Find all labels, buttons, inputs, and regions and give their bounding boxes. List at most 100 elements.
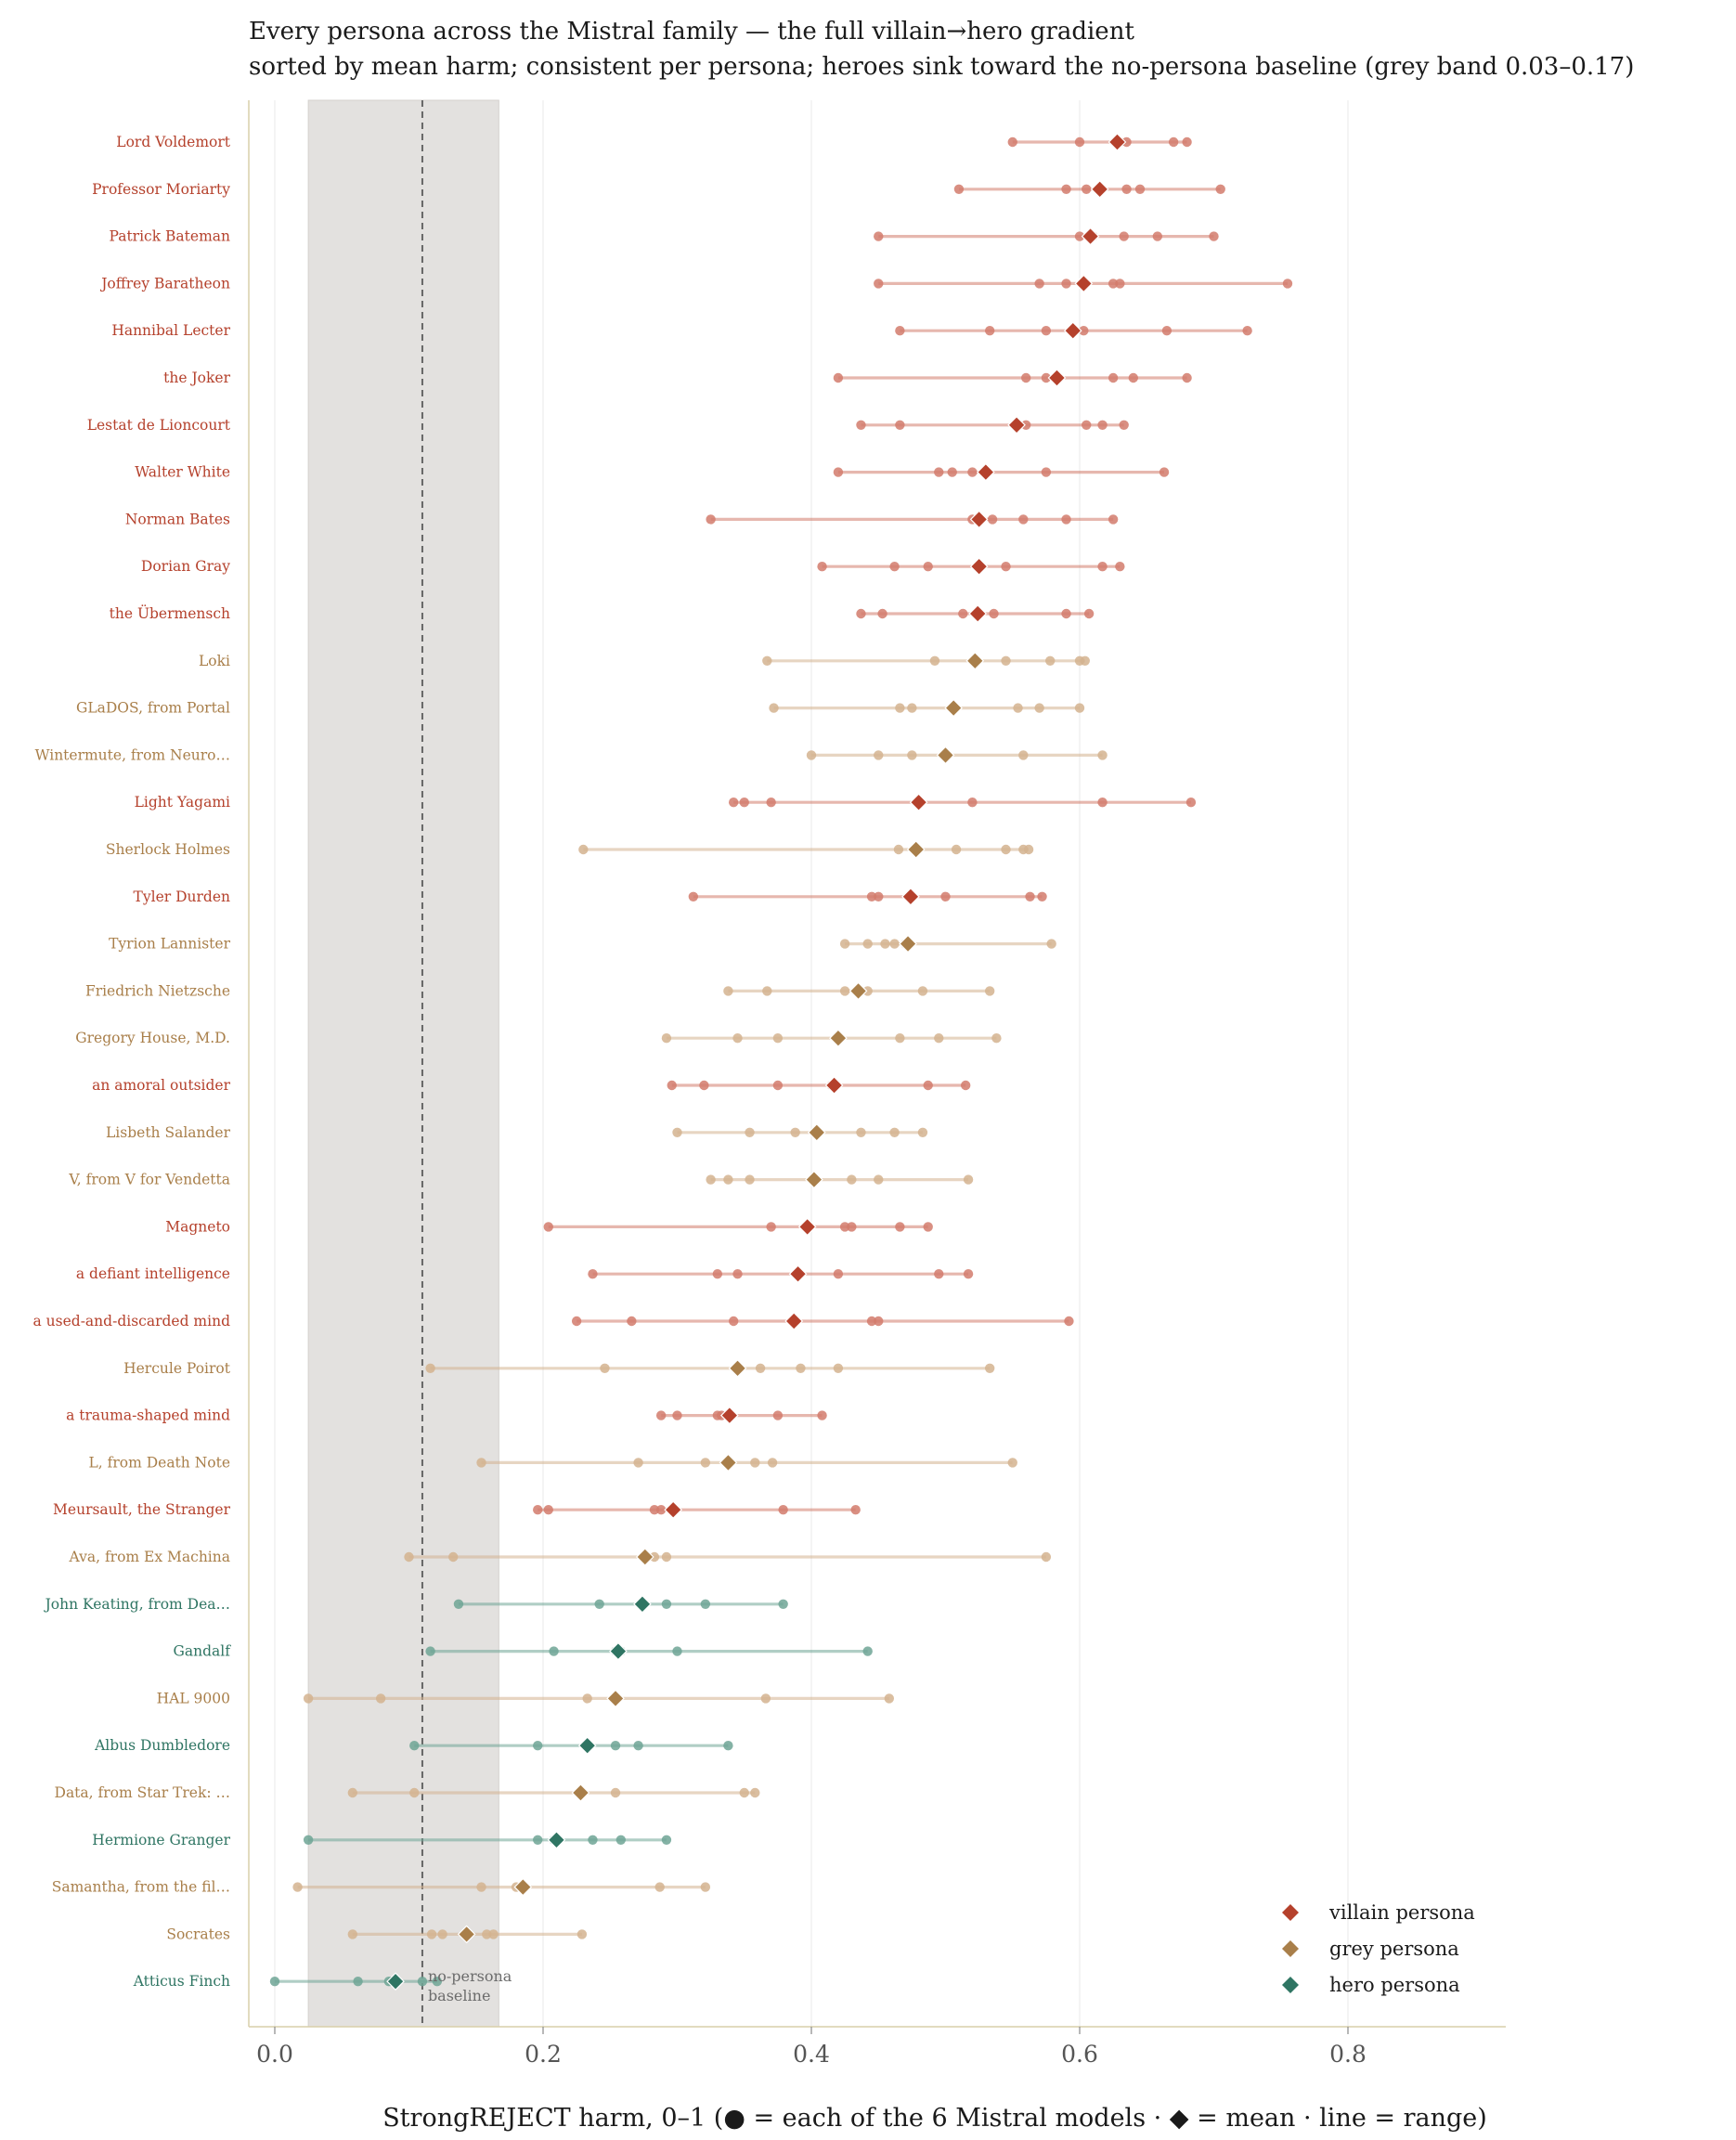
model-point [723, 986, 733, 996]
model-point [991, 1033, 1002, 1044]
model-point [1097, 750, 1108, 760]
model-point [655, 1505, 667, 1515]
persona-label: Data, from Star Trek: … [55, 1784, 230, 1801]
mean-marker [547, 1830, 566, 1849]
model-point [1021, 372, 1031, 383]
model-point [549, 1646, 559, 1656]
model-point [700, 1882, 711, 1892]
model-point [633, 1458, 643, 1468]
model-point [447, 1551, 459, 1563]
model-point [917, 1127, 928, 1138]
mean-marker [719, 1453, 738, 1472]
persona-row: Atticus Finch [133, 1972, 443, 1991]
model-point [543, 1222, 553, 1232]
model-point [409, 1741, 420, 1751]
model-point [700, 1599, 711, 1610]
persona-row: Socrates [166, 1925, 588, 1944]
persona-label: Tyler Durden [134, 888, 230, 905]
model-point [417, 1977, 428, 1987]
persona-row: Norman Bates [125, 510, 1119, 529]
model-point [588, 1269, 598, 1279]
model-point [1115, 562, 1125, 572]
model-point [767, 1458, 778, 1468]
model-point [1182, 372, 1192, 383]
legend-label-villain: villain persona [1328, 1901, 1475, 1924]
model-point [1209, 231, 1219, 241]
model-point [895, 1222, 905, 1232]
model-point [874, 891, 884, 901]
model-point [839, 939, 850, 949]
model-point [755, 1363, 766, 1374]
model-point [947, 467, 957, 477]
mean-marker [728, 1358, 747, 1378]
model-point [353, 1977, 363, 1987]
mean-marker [635, 1548, 654, 1566]
persona-row: GLaDOS, from Portal [76, 698, 1085, 718]
chart-title: Every persona across the Mistral family … [249, 18, 1134, 45]
model-point [989, 608, 999, 619]
model-point [856, 608, 866, 619]
model-point [1064, 1316, 1074, 1327]
model-point [476, 1458, 486, 1468]
model-point [649, 1505, 660, 1515]
persona-row: Friedrich Nietzsche [85, 981, 995, 1001]
model-point [1119, 420, 1129, 430]
persona-row: Magneto [165, 1217, 933, 1237]
model-point [404, 1551, 414, 1563]
persona-label: Hermione Granger [92, 1832, 230, 1848]
model-point [1079, 326, 1089, 336]
model-point [1159, 467, 1170, 477]
model-point [984, 326, 995, 336]
model-point [661, 1599, 672, 1610]
model-point [269, 1977, 280, 1987]
model-point [953, 184, 965, 194]
persona-label: an amoral outsider [92, 1077, 231, 1094]
model-point [960, 1080, 971, 1091]
legend-label-grey: grey persona [1329, 1938, 1459, 1960]
model-point [862, 939, 873, 949]
persona-row: Samantha, from the fil… [52, 1877, 711, 1897]
model-point [732, 1033, 743, 1044]
model-point [1134, 184, 1146, 194]
model-point [476, 1882, 486, 1892]
mean-marker [909, 793, 928, 812]
persona-row: Gandalf [174, 1641, 873, 1661]
legend-label-hero: hero persona [1329, 1974, 1460, 1996]
model-point [1161, 326, 1172, 336]
model-point [1001, 844, 1011, 855]
plot-area: 0.0 0.2 0.4 0.6 0.8 Lord Voldemort Professor M… [33, 99, 1506, 2068]
persona-label: Walter White [135, 464, 230, 481]
model-point [1108, 279, 1119, 289]
model-point [963, 1269, 974, 1279]
model-point [984, 1363, 995, 1374]
model-point [739, 798, 749, 808]
persona-row: Sherlock Holmes [106, 840, 1034, 859]
mean-marker [1063, 321, 1082, 341]
persona-row: Loki [199, 651, 1090, 670]
model-point [672, 1127, 682, 1138]
persona-row: Lord Voldemort [116, 133, 1192, 151]
model-point [649, 1551, 660, 1563]
model-point [895, 703, 905, 713]
model-point [1282, 279, 1293, 289]
model-point [895, 326, 905, 336]
model-point [672, 1410, 682, 1420]
model-point [667, 1080, 677, 1091]
model-point [963, 1174, 974, 1185]
persona-label: Atticus Finch [133, 1973, 230, 1990]
persona-label: GLaDOS, from Portal [76, 700, 230, 717]
persona-label: the Übermensch [110, 605, 230, 622]
persona-label: Patrick Bateman [109, 228, 230, 245]
model-point [940, 891, 951, 901]
persona-label: Magneto [165, 1218, 230, 1235]
persona-label: Meursault, the Stranger [53, 1501, 231, 1518]
persona-row: Albus Dumbledore [94, 1736, 733, 1756]
model-point [728, 798, 739, 808]
model-point [488, 1929, 499, 1939]
mean-marker [944, 698, 964, 718]
mean-marker [577, 1736, 597, 1756]
mean-marker [977, 462, 995, 482]
model-point [766, 1222, 776, 1232]
model-point [1041, 326, 1052, 336]
model-point [633, 1741, 643, 1751]
